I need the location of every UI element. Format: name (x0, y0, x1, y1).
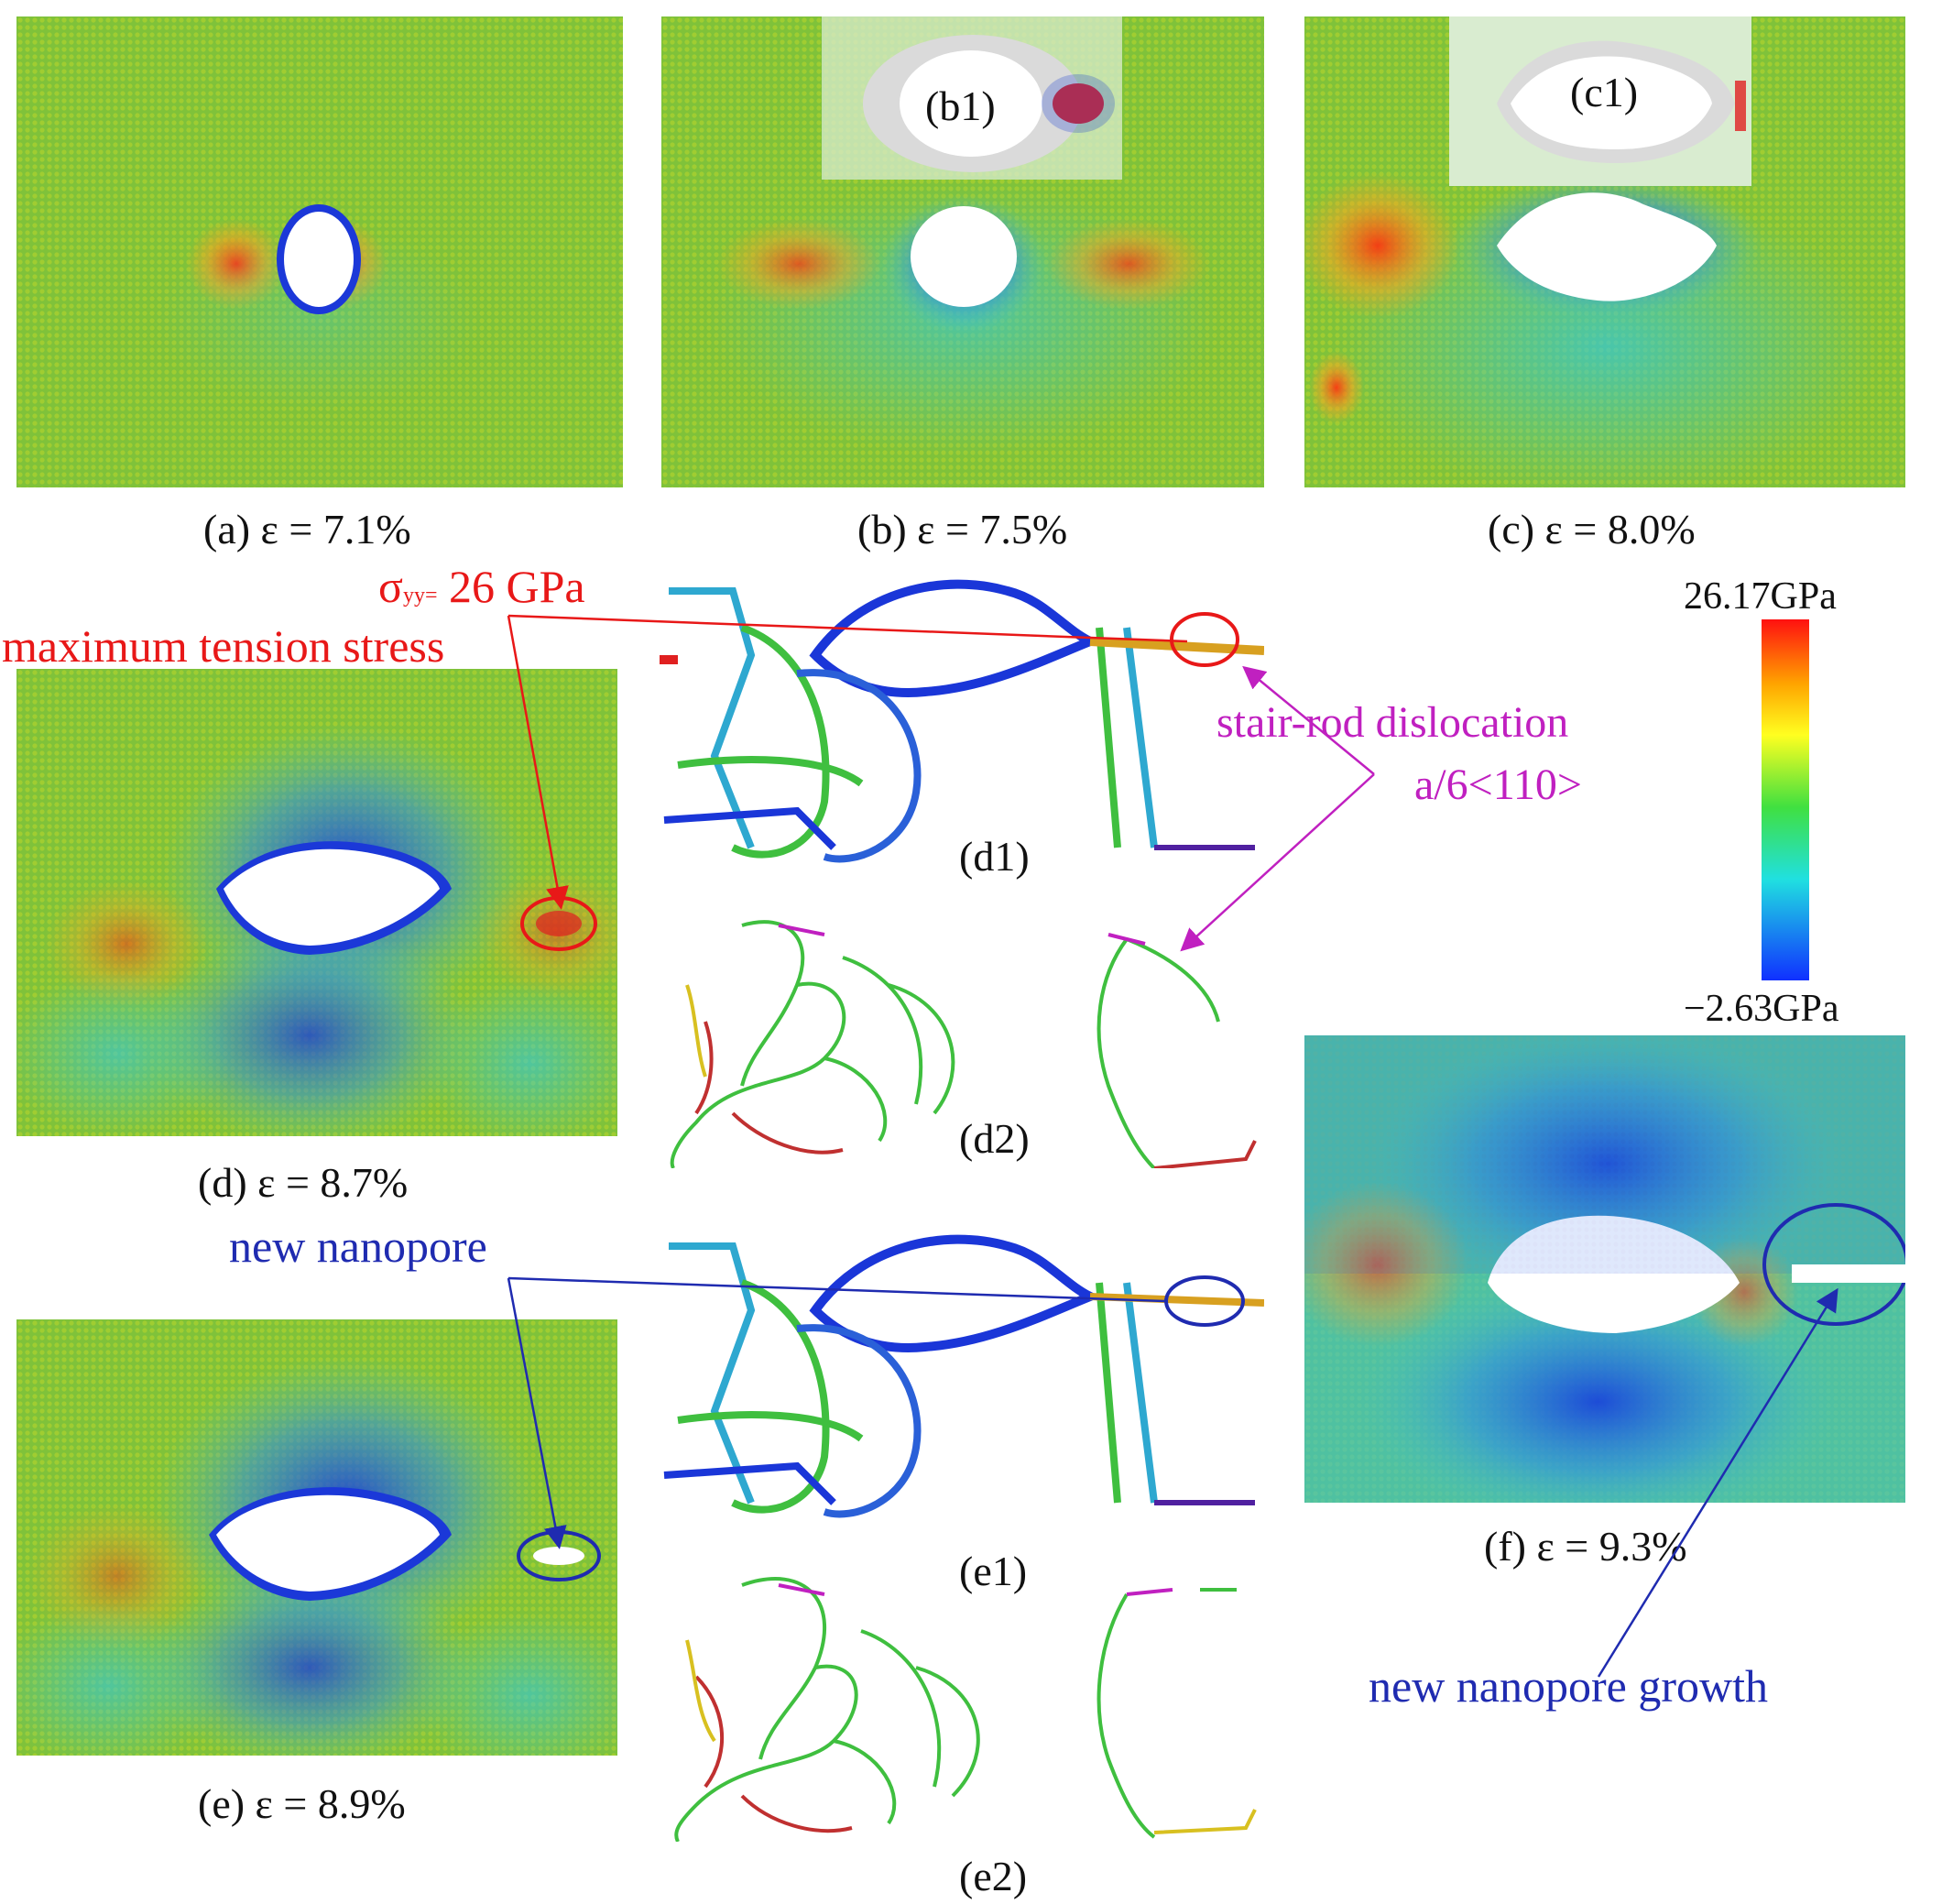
panel-c: (c1) (1304, 16, 1905, 487)
inset-d1 (660, 573, 1264, 870)
max-tension-label: maximum tension stress (2, 620, 445, 672)
void (1497, 192, 1717, 301)
caption-c: (c) ε = 8.0% (1488, 506, 1696, 553)
dislocation-lines-d2 (670, 920, 1257, 1168)
dislocation-lines-e2 (674, 1577, 1257, 1842)
panel-f (1304, 1035, 1905, 1503)
inset-label-d1: (d1) (959, 833, 1030, 880)
nanopore-growth-label: new nanopore growth (1369, 1660, 1768, 1712)
stair-rod-label-2: a/6<110> (1414, 761, 1582, 809)
new-nanopore-label: new nanopore (229, 1220, 487, 1272)
void (284, 212, 354, 307)
inset-d2 (660, 903, 1264, 1168)
stair-rod-label-1: stair-rod dislocation (1216, 698, 1569, 747)
caption-a: (a) ε = 7.1% (203, 506, 411, 553)
panel-d (16, 669, 617, 1136)
colorbar-min-label: −2.63GPa (1684, 988, 1839, 1030)
inset-label-e1: (e1) (959, 1548, 1028, 1594)
panel-b: (b1) (661, 16, 1264, 487)
defect-atoms-d1 (660, 579, 1264, 863)
inset-label-c1: (c1) (1570, 69, 1639, 115)
stair-rod-circle (1170, 612, 1239, 667)
sigma-symbol: σ (378, 561, 403, 612)
stress-map-e (16, 1319, 617, 1756)
caption-e: (e) ε = 8.9% (198, 1780, 406, 1827)
inset-b1-atoms (822, 16, 1122, 180)
sigma-value: 26 GPa (437, 561, 585, 612)
sigma-subscript: yy= (402, 584, 438, 607)
stress-map-d (16, 669, 617, 1136)
caption-d: (d) ε = 8.7% (198, 1159, 409, 1206)
void (216, 1494, 440, 1592)
inset-e2 (660, 1567, 1264, 1842)
inset-label-e2: (e2) (959, 1853, 1028, 1899)
nanopore-circle-e1 (1164, 1275, 1245, 1327)
panel-a (16, 16, 623, 487)
inset-label-b1: (b1) (925, 82, 996, 129)
panel-e (16, 1319, 617, 1756)
void (911, 206, 1017, 307)
inset-label-d2: (d2) (959, 1115, 1030, 1162)
caption-f: (f) ε = 9.3% (1484, 1523, 1687, 1570)
colorbar (1762, 619, 1809, 980)
inset-e1 (660, 1228, 1264, 1526)
stress-map-c (1304, 16, 1905, 487)
colorbar-max-label: 26.17GPa (1684, 575, 1837, 618)
sigma-annotation: σyy= 26 GPa (378, 564, 585, 609)
stress-map-a (16, 16, 623, 487)
caption-b: (b) ε = 7.5% (857, 506, 1068, 553)
stress-map-f (1304, 1035, 1905, 1503)
inset-c1-atoms (1449, 16, 1751, 186)
stress-map-b (661, 16, 1264, 487)
void (224, 848, 440, 946)
defect-atoms-e1 (663, 1234, 1264, 1518)
